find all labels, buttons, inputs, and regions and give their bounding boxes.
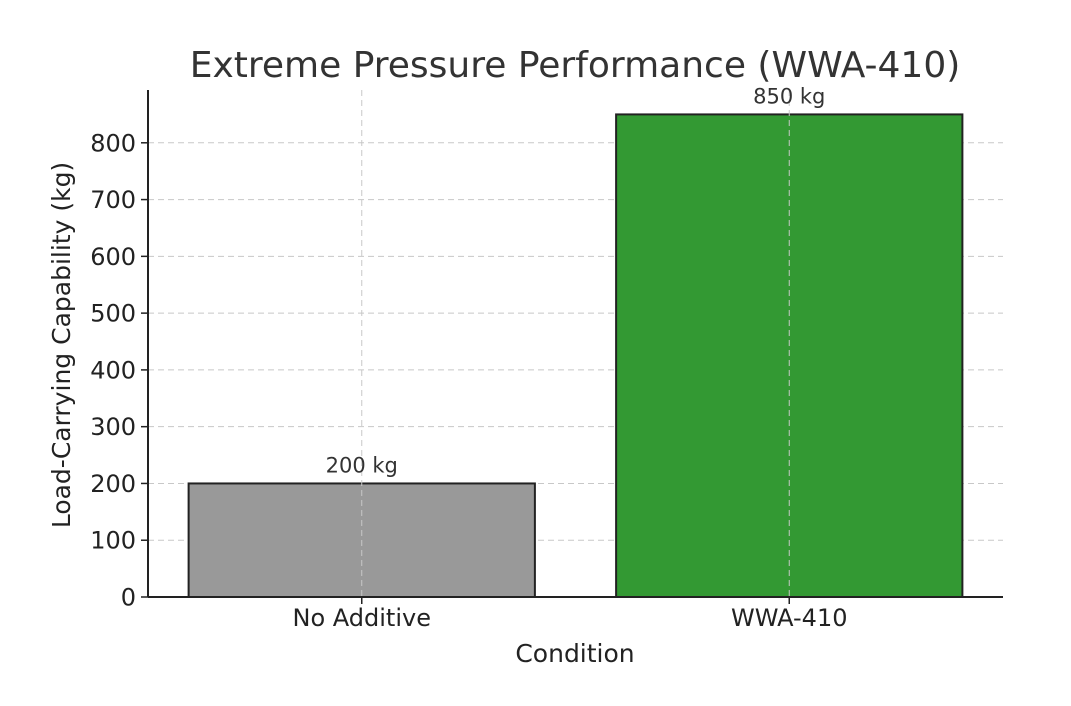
bar-data-label: 200 kg [326,453,398,477]
x-axis-title: Condition [515,639,634,668]
x-tick-label: No Additive [293,604,431,632]
y-axis-title: Load-Carrying Capability (kg) [47,162,76,528]
y-tick-label: 500 [90,300,136,328]
y-tick-label: 200 [90,470,136,498]
y-tick-label: 100 [90,527,136,555]
bar-data-label: 850 kg [753,84,825,108]
axes [141,90,1003,604]
x-tick-label: WWA-410 [731,604,848,632]
y-tick-label: 300 [90,413,136,441]
y-tick-label: 700 [90,186,136,214]
y-tick-label: 400 [90,356,136,384]
y-tick-label: 0 [121,584,136,612]
y-tick-label: 600 [90,243,136,271]
y-tick-label: 800 [90,129,136,157]
chart-title: Extreme Pressure Performance (WWA-410) [190,45,961,86]
bars [187,90,964,599]
labels: 0 100 200 300 400 500 600 700 800 No Additive WWA-… [90,84,847,632]
